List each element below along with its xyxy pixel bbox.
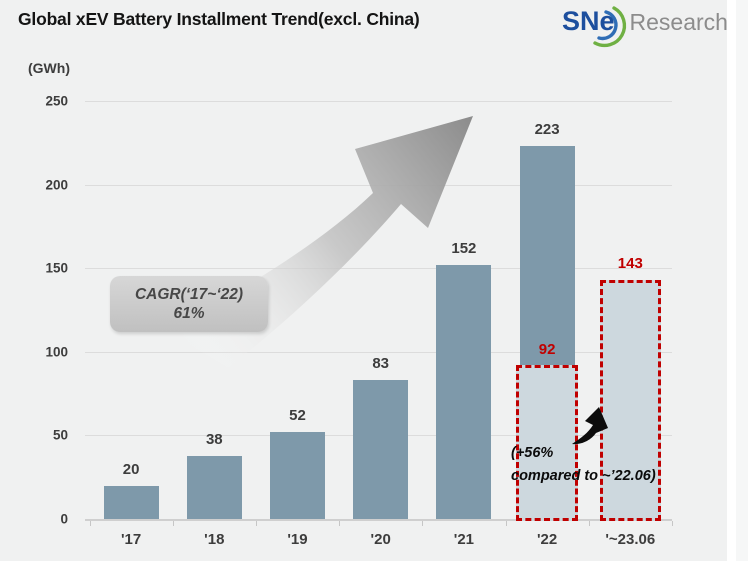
x-tick-label-'19: '19 [287,531,308,548]
x-axis-tick [422,521,424,526]
x-tick-label-'18: '18 [204,531,225,548]
gridline-150 [85,268,672,270]
x-tick-label-'21: '21 [453,531,475,548]
y-tick-label-200: 200 [45,177,68,193]
bar-value-label-'22: 223 [534,121,560,139]
slide-right-edge [727,0,736,561]
bar-value-label-'19: 52 [289,407,306,425]
overlay-value-label-'22: 92 [538,341,556,359]
x-tick-label-'22: '22 [536,531,558,548]
chart-title: Global xEV Battery Installment Trend(exc… [18,9,420,29]
window-right-margin [736,0,748,561]
cagr-annotation: CAGR(‘17~‘22) 61% [110,276,268,332]
gridline-250 [85,101,672,102]
x-tick-label-'~23.06: '~23.06 [605,531,656,548]
bar-'18 [186,455,242,519]
sne-research-logo: SNe Research [562,6,728,48]
bar-'19 [270,432,325,519]
x-axis-tick [172,521,174,526]
bar-'21 [436,264,492,519]
logo-name-text: Research [629,9,728,35]
bar-value-label-'~23.06: 143 [617,254,643,272]
logo-swoosh-icon [593,6,627,48]
x-axis-line [85,519,672,521]
bar-value-label-'18: 38 [205,430,223,448]
x-tick-label-'17: '17 [120,531,142,548]
x-axis-tick [505,521,507,526]
x-tick-label-'20: '20 [370,531,391,548]
bar-value-label-'17: 20 [122,460,140,478]
y-axis-unit-label: (GWh) [28,60,70,76]
x-axis-tick [255,521,257,526]
y-tick-label-250: 250 [45,93,68,109]
x-axis-tick [339,521,341,526]
bar-forecast-'~23.06 [599,279,661,521]
gridline-100 [85,351,672,353]
bar-'17 [103,485,159,519]
y-tick-label-50: 50 [52,427,68,443]
cagr-value: 61% [173,305,205,322]
growth-note-line1: (+56% [511,445,554,461]
y-tick-label-100: 100 [45,344,68,360]
growth-note: (+56% compared to ~’22.06) [511,442,656,488]
bar-'20 [353,380,409,519]
cagr-label: CAGR(‘17~‘22) [134,286,244,303]
y-tick-label-150: 150 [45,260,68,276]
x-axis-tick [89,521,91,526]
growth-note-line2: compared to ~’22.06) [511,468,656,484]
y-tick-label-0: 0 [60,511,68,527]
logo-brand-text: SNe [562,6,615,36]
bar-value-label-'21: 152 [451,239,477,257]
x-axis-tick [588,521,590,526]
x-axis-tick [671,521,673,526]
bar-value-label-'20: 83 [372,355,390,373]
